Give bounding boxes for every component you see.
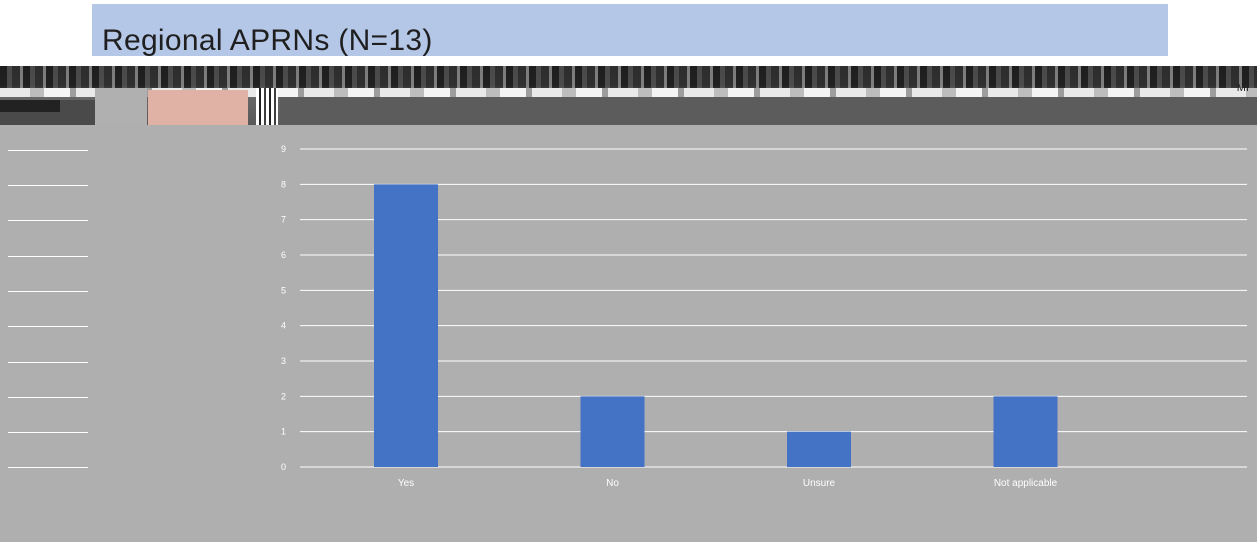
y-tick-label: 8: [281, 179, 286, 189]
chart-workspace: [0, 125, 1257, 542]
bar: [580, 396, 645, 467]
y-tick-label: 1: [281, 427, 286, 437]
left-panel-line: [8, 220, 88, 221]
y-tick-label: 5: [281, 285, 286, 295]
left-panel-line: [8, 362, 88, 363]
x-category-label: Unsure: [803, 478, 836, 489]
left-panel-line: [8, 185, 88, 186]
y-tick-label: 4: [281, 321, 286, 331]
left-panel-line: [8, 432, 88, 433]
ribbon-gray-block: [95, 88, 147, 125]
left-panel-line: [8, 256, 88, 257]
y-tick-label: 6: [281, 250, 286, 260]
ribbon-controls[interactable]: [0, 66, 1257, 88]
x-category-label: Yes: [398, 478, 414, 489]
ribbon-tabs[interactable]: [0, 88, 1257, 97]
title-banner: Regional APRNs (N=13): [92, 4, 1168, 56]
left-panel-line: [8, 326, 88, 327]
y-tick-label: 0: [281, 462, 286, 472]
bar: [374, 184, 438, 468]
bar: [993, 396, 1058, 467]
y-tick-label: 7: [281, 215, 286, 225]
ribbon-highlight-block: [148, 90, 248, 125]
x-category-label: Not applicable: [994, 478, 1058, 489]
ribbon-dark-area: [280, 97, 1257, 125]
left-panel-line: [8, 291, 88, 292]
y-tick-label: 3: [281, 356, 286, 366]
left-panel-line: [8, 467, 88, 468]
ribbon-right-label: MI: [1236, 82, 1249, 94]
slide-title: Regional APRNs (N=13): [102, 24, 433, 57]
y-tick-label: 9: [281, 144, 286, 154]
left-panel-line: [8, 150, 88, 151]
ribbon-separator: [256, 88, 278, 125]
left-panel-line: [8, 397, 88, 398]
bar: [787, 431, 851, 467]
x-category-label: No: [606, 478, 619, 489]
ribbon-left-block: [0, 100, 95, 125]
y-tick-label: 2: [281, 391, 286, 401]
